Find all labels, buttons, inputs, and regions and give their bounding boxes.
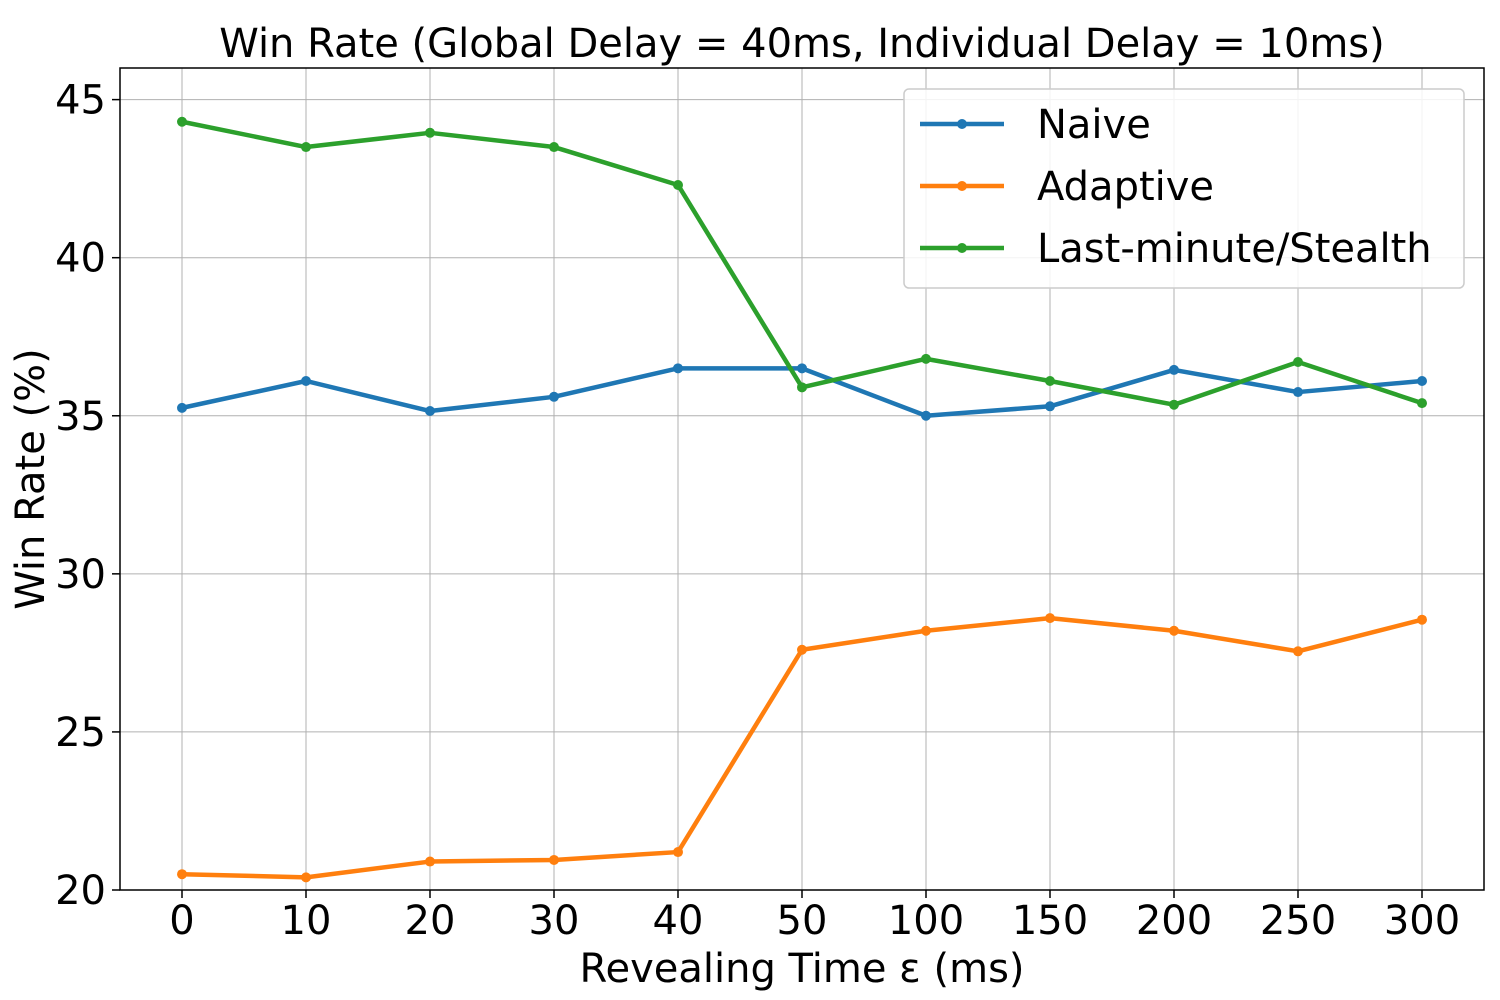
data-point-last-minute-stealth [1045,375,1055,386]
data-point-last-minute-stealth [425,127,435,138]
y-tick-label: 40 [55,236,106,282]
data-point-adaptive [1417,614,1427,625]
data-point-naive [1293,387,1303,398]
x-axis-ticks: 0 10 20 30 40 50 100 150 200 250 300 [169,890,1460,944]
legend-box [903,88,1465,289]
data-point-last-minute-stealth [301,142,311,153]
x-axis-label: Revealing Time ε (ms) [579,946,1024,992]
x-tick-label: 150 [1012,898,1088,944]
series-group [177,116,1427,883]
y-tick-label: 35 [55,394,106,440]
data-point-adaptive [177,869,187,880]
y-tick-label: 20 [55,868,106,914]
y-tick-label: 45 [55,78,106,124]
x-tick-label: 250 [1260,898,1336,944]
data-point-adaptive [921,625,931,636]
data-point-naive [1169,364,1179,375]
data-point-last-minute-stealth [673,179,683,190]
data-point-naive [301,375,311,386]
legend: Naive Adaptive Last-minute/Stealth [903,88,1465,289]
chart-title: Win Rate (Global Delay = 40ms, Individua… [219,21,1384,67]
legend-label-adaptive: Adaptive [1037,164,1214,210]
data-point-naive [177,402,187,413]
data-point-adaptive [673,847,683,858]
x-tick-label: 40 [653,898,704,944]
x-tick-label: 20 [405,898,456,944]
data-point-last-minute-stealth [1417,398,1427,409]
x-tick-label: 300 [1384,898,1460,944]
data-point-adaptive [797,644,807,655]
legend-marker-naive [957,119,967,129]
y-axis-label: Win Rate (%) [8,348,54,610]
plot-frame [119,67,1485,891]
x-tick-label: 0 [169,898,194,944]
data-point-last-minute-stealth [921,353,931,364]
x-tick-label: 100 [888,898,964,944]
data-point-naive [1045,401,1055,412]
data-point-naive [1417,375,1427,386]
data-point-adaptive [425,856,435,867]
data-point-adaptive [1169,625,1179,636]
y-tick-label: 30 [55,552,106,598]
x-tick-label: 10 [281,898,332,944]
legend-label-naive: Naive [1037,102,1151,148]
legend-marker-adaptive [957,181,967,191]
data-point-last-minute-stealth [797,382,807,393]
legend-marker-last-minute-stealth [957,243,967,253]
x-tick-label: 200 [1136,898,1212,944]
data-point-last-minute-stealth [177,116,187,127]
data-point-adaptive [301,872,311,883]
x-tick-label: 30 [529,898,580,944]
x-tick-label: 50 [777,898,828,944]
data-point-last-minute-stealth [1169,399,1179,410]
data-point-naive [673,363,683,374]
legend-label-last-minute-stealth: Last-minute/Stealth [1037,226,1432,272]
data-point-adaptive [549,854,559,865]
data-point-naive [425,406,435,417]
data-point-last-minute-stealth [549,142,559,153]
y-tick-label: 25 [55,710,106,756]
data-point-naive [549,391,559,402]
data-point-last-minute-stealth [1293,357,1303,368]
data-point-naive [921,410,931,421]
data-point-adaptive [1045,613,1055,624]
data-point-adaptive [1293,646,1303,657]
y-axis-ticks: 20 25 30 35 40 45 [55,78,120,914]
data-point-naive [797,363,807,374]
